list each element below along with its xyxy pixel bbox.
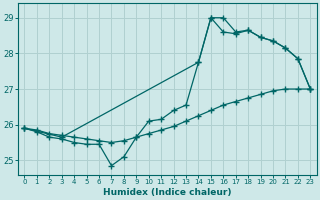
- X-axis label: Humidex (Indice chaleur): Humidex (Indice chaleur): [103, 188, 232, 197]
